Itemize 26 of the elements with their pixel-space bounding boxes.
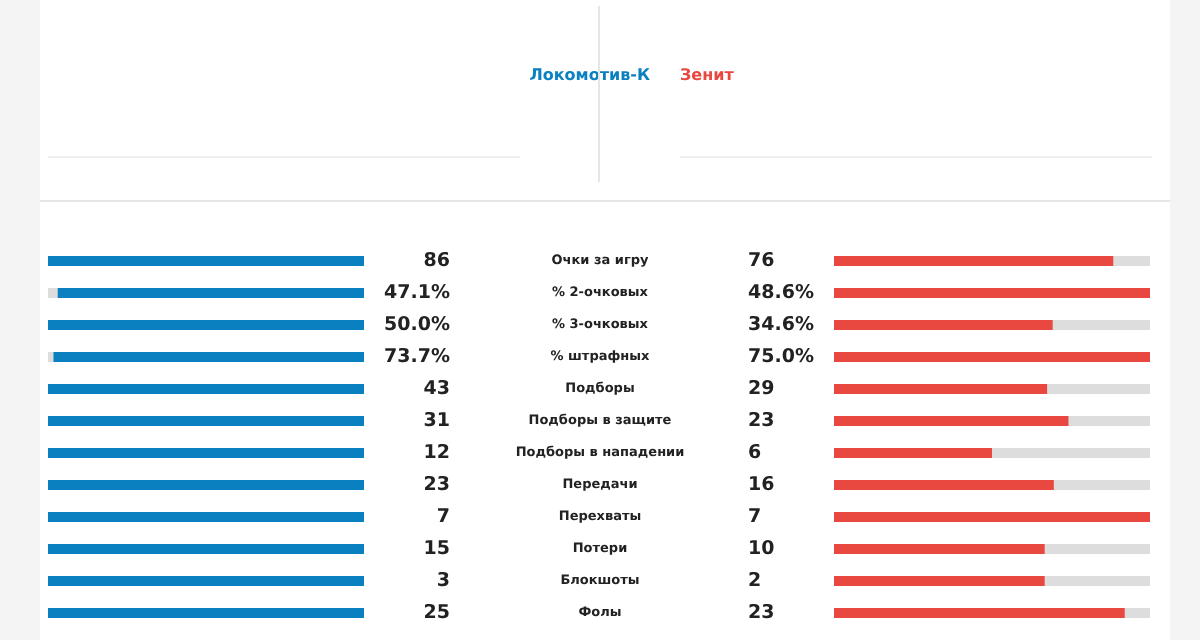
- data-label: 43: [423, 378, 450, 400]
- data-label: 7: [748, 506, 762, 528]
- data-label: 23: [748, 410, 775, 432]
- data-label: 75.0%: [748, 346, 815, 368]
- data-label: 6: [748, 442, 762, 464]
- data-label: 73.7%: [384, 346, 451, 368]
- data-label: 86: [423, 250, 451, 272]
- legend-label: Локомотив-К: [527, 66, 650, 84]
- data-label: 15: [423, 538, 450, 560]
- data-label: 10: [748, 538, 776, 560]
- data-label: 47.1%: [384, 282, 451, 304]
- data-label: 48.6%: [748, 282, 815, 304]
- data-label: 23: [748, 602, 775, 624]
- data-label: 31: [423, 410, 450, 432]
- data-label: 3: [436, 570, 450, 592]
- data-label: 29: [748, 378, 775, 400]
- data-label: 76: [748, 250, 776, 272]
- data-label: 7: [436, 506, 450, 528]
- data-label: 16: [748, 474, 776, 496]
- data-label: 34.6%: [748, 314, 815, 336]
- data-label: 25: [423, 602, 450, 624]
- data-label: 50.0%: [384, 314, 451, 336]
- data-label: 23: [423, 474, 450, 496]
- data-label: 2: [748, 570, 762, 592]
- data-label: 12: [423, 442, 450, 464]
- legend-label: Зенит: [680, 66, 734, 84]
